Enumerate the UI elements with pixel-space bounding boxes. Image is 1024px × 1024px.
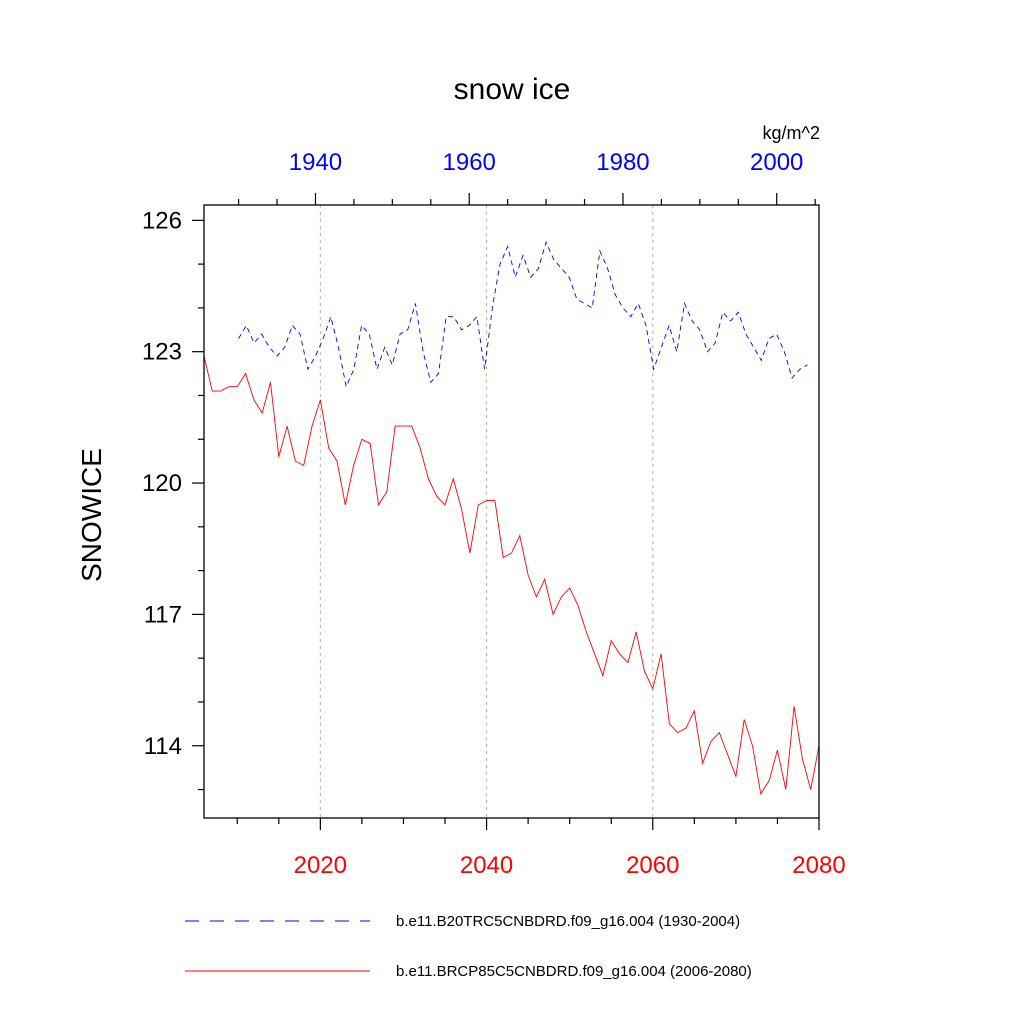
legend-label-2: b.e11.BRCP85C5CNBDRD.f09_g16.004 (2006-2… [396,963,752,980]
y-tick-label: 114 [144,733,182,760]
legend-label-1: b.e11.B20TRC5CNBDRD.f09_g16.004 (1930-20… [396,913,740,930]
y-tick-label: 123 [142,339,182,366]
y-tick-label: 126 [142,207,182,234]
units-label: kg/m^2 [763,123,820,143]
y-tick-label: 117 [144,601,182,628]
grid-lines [319,205,654,818]
top-tick-label: 1980 [596,149,649,176]
bottom-tick-label: 2060 [626,852,679,879]
top-tick-label: 1940 [289,149,342,176]
bottom-tick-label: 2040 [460,852,513,879]
chart-title: snow ice [454,73,571,106]
legend: b.e11.B20TRC5CNBDRD.f09_g16.004 (1930-20… [185,913,752,980]
y-axis-label: SNOWICE [76,448,107,582]
plot-area [203,240,820,796]
bottom-tick-label: 2080 [792,852,845,879]
y-tick-label: 120 [142,470,182,497]
top-tick-label: 2000 [750,149,803,176]
axes: 114 117 120 123 126 1940 1960 1980 2000 2020 2040 2… [142,149,846,879]
series-line-2 [203,355,820,796]
top-tick-label: 1960 [443,149,496,176]
bottom-tick-label: 2020 [294,852,347,879]
series-line-1 [238,240,808,389]
plot-frame [203,204,820,819]
